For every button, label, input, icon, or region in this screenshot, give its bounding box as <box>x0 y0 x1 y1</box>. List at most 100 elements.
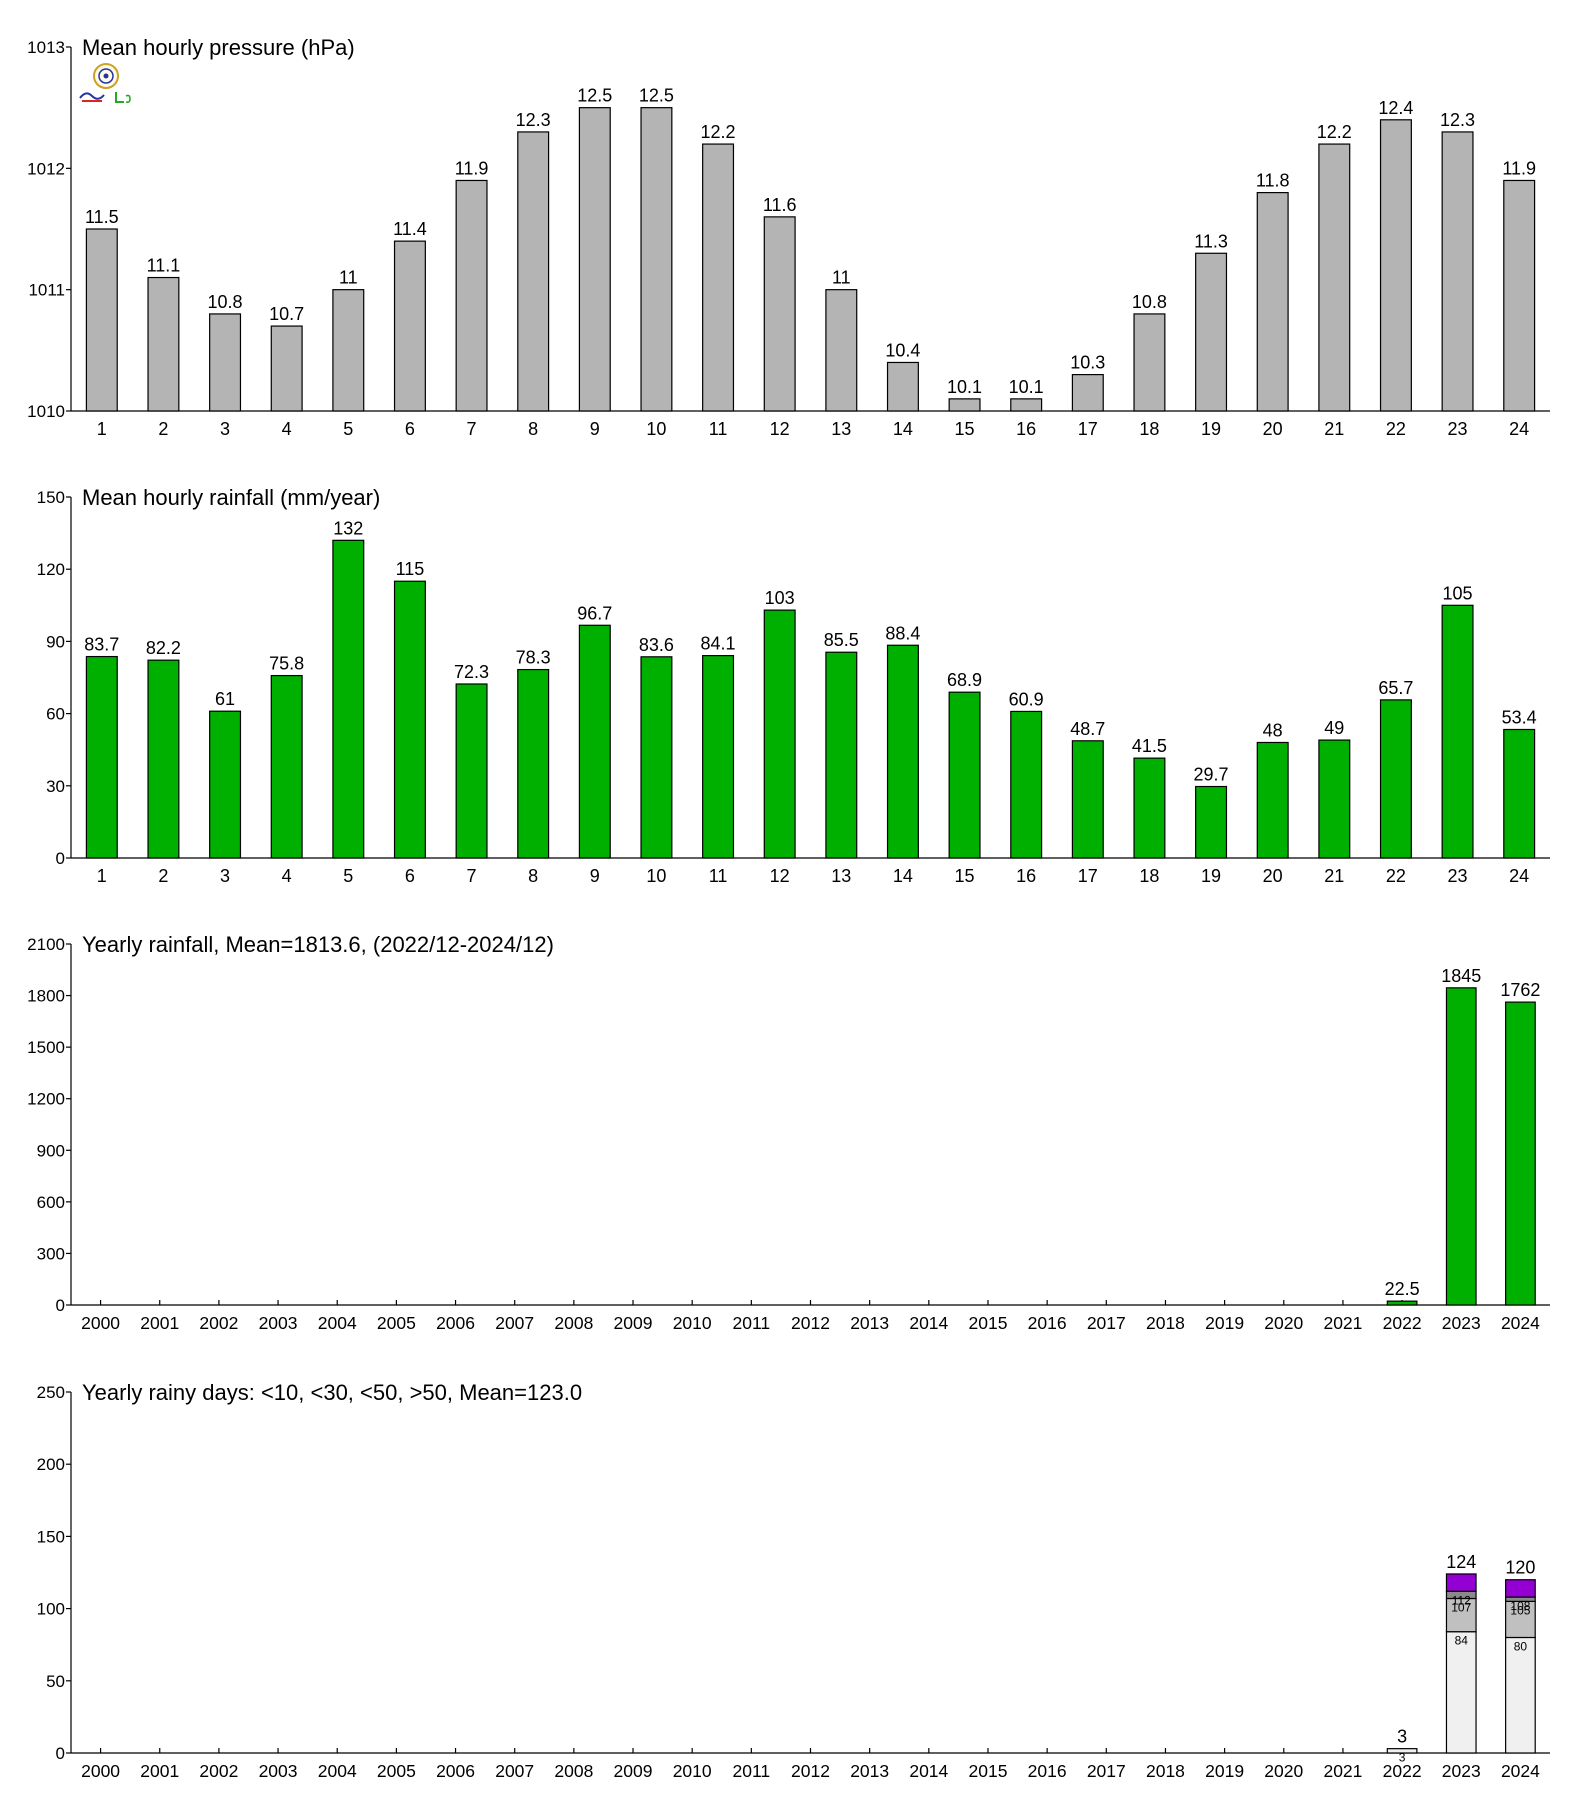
chart-title: Mean hourly rainfall (mm/year) <box>82 485 380 510</box>
x-tick-label: 7 <box>467 866 477 886</box>
x-tick-label: 2004 <box>318 1761 357 1781</box>
x-tick-label: 2004 <box>318 1313 357 1333</box>
x-tick-label: 22 <box>1386 419 1406 439</box>
x-tick-label: 3 <box>220 866 230 886</box>
bar-value-label: 10.1 <box>1009 377 1044 397</box>
x-tick-label: 2022 <box>1383 1761 1422 1781</box>
x-tick-label: 2012 <box>791 1313 830 1333</box>
x-tick-label: 12 <box>770 419 790 439</box>
x-tick-label: 5 <box>343 866 353 886</box>
stacked-bar-segment <box>1445 1631 1477 1754</box>
x-tick-label: 2001 <box>140 1313 179 1333</box>
y-tick-label: 2100 <box>27 935 65 954</box>
y-tick-label: 30 <box>46 777 65 796</box>
x-tick-label: 2019 <box>1205 1313 1244 1333</box>
bar-value-label: 48.7 <box>1070 719 1105 739</box>
bar-value-label: 10.4 <box>885 340 920 360</box>
bar-value-label: 12.3 <box>516 110 551 130</box>
x-tick-label: 18 <box>1139 419 1159 439</box>
bar <box>1379 699 1412 859</box>
x-tick-label: 2018 <box>1146 1313 1185 1333</box>
x-tick-label: 2013 <box>850 1313 889 1333</box>
bar <box>1010 398 1043 412</box>
bar-value-label: 72.3 <box>454 662 489 682</box>
x-tick-label: 23 <box>1448 419 1468 439</box>
x-tick-label: 2006 <box>436 1761 475 1781</box>
bar-value-label: 11.9 <box>1502 158 1536 178</box>
x-tick-label: 2000 <box>81 1761 120 1781</box>
bar <box>640 656 673 859</box>
x-tick-label: 8 <box>528 866 538 886</box>
x-tick-label: 2017 <box>1087 1313 1126 1333</box>
bar-value-label: 10.1 <box>947 377 982 397</box>
bar <box>1256 192 1289 412</box>
bar-value-label: 132 <box>333 518 363 538</box>
y-tick-label: 0 <box>56 1744 65 1763</box>
bar <box>1379 119 1412 412</box>
bar <box>1386 1300 1418 1306</box>
stacked-bar-segment <box>1386 1748 1418 1754</box>
x-tick-label: 2024 <box>1501 1761 1540 1781</box>
bar <box>1010 710 1043 859</box>
y-tick-label: 300 <box>37 1244 65 1263</box>
x-tick-label: 2015 <box>969 1761 1008 1781</box>
bar <box>1256 741 1289 859</box>
x-tick-label: 9 <box>590 419 600 439</box>
x-tick-label: 2007 <box>495 1313 534 1333</box>
bar <box>1133 757 1166 859</box>
y-tick-label: 150 <box>37 488 65 507</box>
bar-value-label: 105 <box>1443 583 1473 603</box>
x-tick-label: 2010 <box>673 1313 712 1333</box>
bar <box>1503 728 1536 859</box>
bar-value-label: 68.9 <box>947 670 982 690</box>
bar-value-label: 41.5 <box>1132 736 1167 756</box>
y-tick-label: 600 <box>37 1193 65 1212</box>
x-tick-label: 2006 <box>436 1313 475 1333</box>
x-tick-label: 10 <box>646 866 666 886</box>
x-tick-label: 24 <box>1509 419 1529 439</box>
chart-title: Yearly rainfall, Mean=1813.6, (2022/12-2… <box>82 932 554 957</box>
x-tick-label: 20 <box>1263 419 1283 439</box>
x-tick-label: 2001 <box>140 1761 179 1781</box>
x-tick-label: 2024 <box>1501 1313 1540 1333</box>
bar <box>332 539 365 859</box>
bar-value-label: 12.3 <box>1440 110 1475 130</box>
bar-value-label: 12.4 <box>1378 98 1413 118</box>
bar-value-label: 1845 <box>1441 966 1481 986</box>
x-tick-label: 11 <box>709 866 728 886</box>
bar-value-label: 12.5 <box>577 86 612 106</box>
bar <box>147 659 180 859</box>
bar <box>702 143 735 412</box>
bar-value-label: 10.8 <box>1132 292 1167 312</box>
x-tick-label: 23 <box>1448 866 1468 886</box>
y-tick-label: 900 <box>37 1141 65 1160</box>
x-tick-label: 20 <box>1263 866 1283 886</box>
y-tick-label: 200 <box>37 1455 65 1474</box>
x-tick-label: 2 <box>158 419 168 439</box>
bar <box>763 216 796 412</box>
bar-value-label: 61 <box>215 689 235 709</box>
x-tick-label: 2003 <box>259 1761 298 1781</box>
x-tick-label: 21 <box>1324 419 1344 439</box>
x-tick-label: 2022 <box>1383 1313 1422 1333</box>
x-tick-label: 2019 <box>1205 1761 1244 1781</box>
x-tick-label: 16 <box>1016 419 1036 439</box>
x-tick-label: 17 <box>1078 419 1098 439</box>
x-tick-label: 9 <box>590 866 600 886</box>
bar <box>1195 785 1228 859</box>
logo <box>79 63 131 103</box>
bar-total-label: 3 <box>1397 1727 1407 1747</box>
bar <box>1195 252 1228 412</box>
bar <box>393 580 426 859</box>
x-tick-label: 2018 <box>1146 1761 1185 1781</box>
bar <box>702 654 735 859</box>
stacked-bar-segment <box>1505 1579 1536 1598</box>
x-tick-label: 2005 <box>377 1761 416 1781</box>
y-tick-label: 150 <box>37 1527 65 1546</box>
bar-value-label: 65.7 <box>1378 678 1413 698</box>
x-tick-label: 2015 <box>969 1313 1008 1333</box>
x-tick-label: 15 <box>955 419 975 439</box>
bar-value-label: 11.4 <box>393 219 427 239</box>
